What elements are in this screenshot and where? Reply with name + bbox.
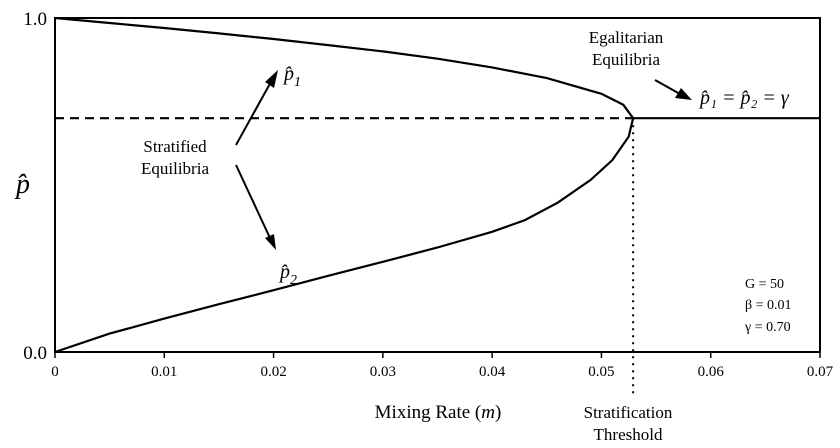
p1-label: p̂1 (282, 63, 301, 90)
arrow-to-p2 (235, 164, 276, 250)
x-tick-label: 0 (51, 364, 59, 380)
x-tick-label: 0.07 (807, 364, 834, 380)
x-axis-title: Mixing Rate (m) (375, 402, 502, 423)
y-axis-title: p̂ (14, 169, 30, 200)
arrow-to-equality (654, 79, 692, 100)
param-beta: β = 0.01 (745, 298, 792, 313)
stratified-label-2: Equilibria (141, 159, 209, 178)
threshold-label-2: Threshold (594, 425, 663, 444)
x-tick-label: 0.05 (588, 364, 614, 380)
egalitarian-label-2: Equilibria (592, 50, 660, 69)
egalitarian-label-1: Egalitarian (589, 28, 664, 47)
x-tick-label: 0.06 (698, 364, 725, 380)
stratified-label-1: Stratified (143, 137, 207, 156)
series-line-0 (54, 16, 634, 119)
ticks-layer: 0 0.01 0.02 0.03 0.04 0.05 0.06 0.07 0.0 1.0 (23, 9, 833, 380)
y-tick-label: 0.0 (23, 343, 47, 364)
arrow-to-p1 (235, 70, 278, 146)
series-layer (54, 16, 820, 398)
x-tick-label: 0.04 (479, 364, 506, 380)
plot-frame (54, 17, 821, 353)
equality-label: p̂₁ = p̂₂ = γ (698, 87, 790, 109)
param-gamma: γ = 0.70 (744, 320, 791, 335)
x-tick-label: 0.02 (260, 364, 286, 380)
param-g: G = 50 (745, 277, 784, 292)
series-line-1 (54, 117, 635, 354)
p2-label: p̂2 (278, 261, 297, 288)
x-tick-label: 0.03 (370, 364, 396, 380)
threshold-label-1: Stratification (584, 403, 673, 422)
y-tick-label: 1.0 (23, 9, 47, 30)
x-tick-label: 0.01 (151, 364, 177, 380)
